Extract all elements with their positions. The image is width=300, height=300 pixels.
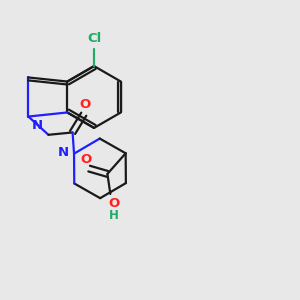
Text: H: H: [109, 209, 119, 222]
Text: O: O: [80, 153, 91, 166]
Text: Cl: Cl: [87, 32, 101, 46]
Text: O: O: [80, 98, 91, 111]
Text: O: O: [108, 197, 119, 210]
Text: N: N: [58, 146, 69, 159]
Text: N: N: [32, 119, 43, 132]
